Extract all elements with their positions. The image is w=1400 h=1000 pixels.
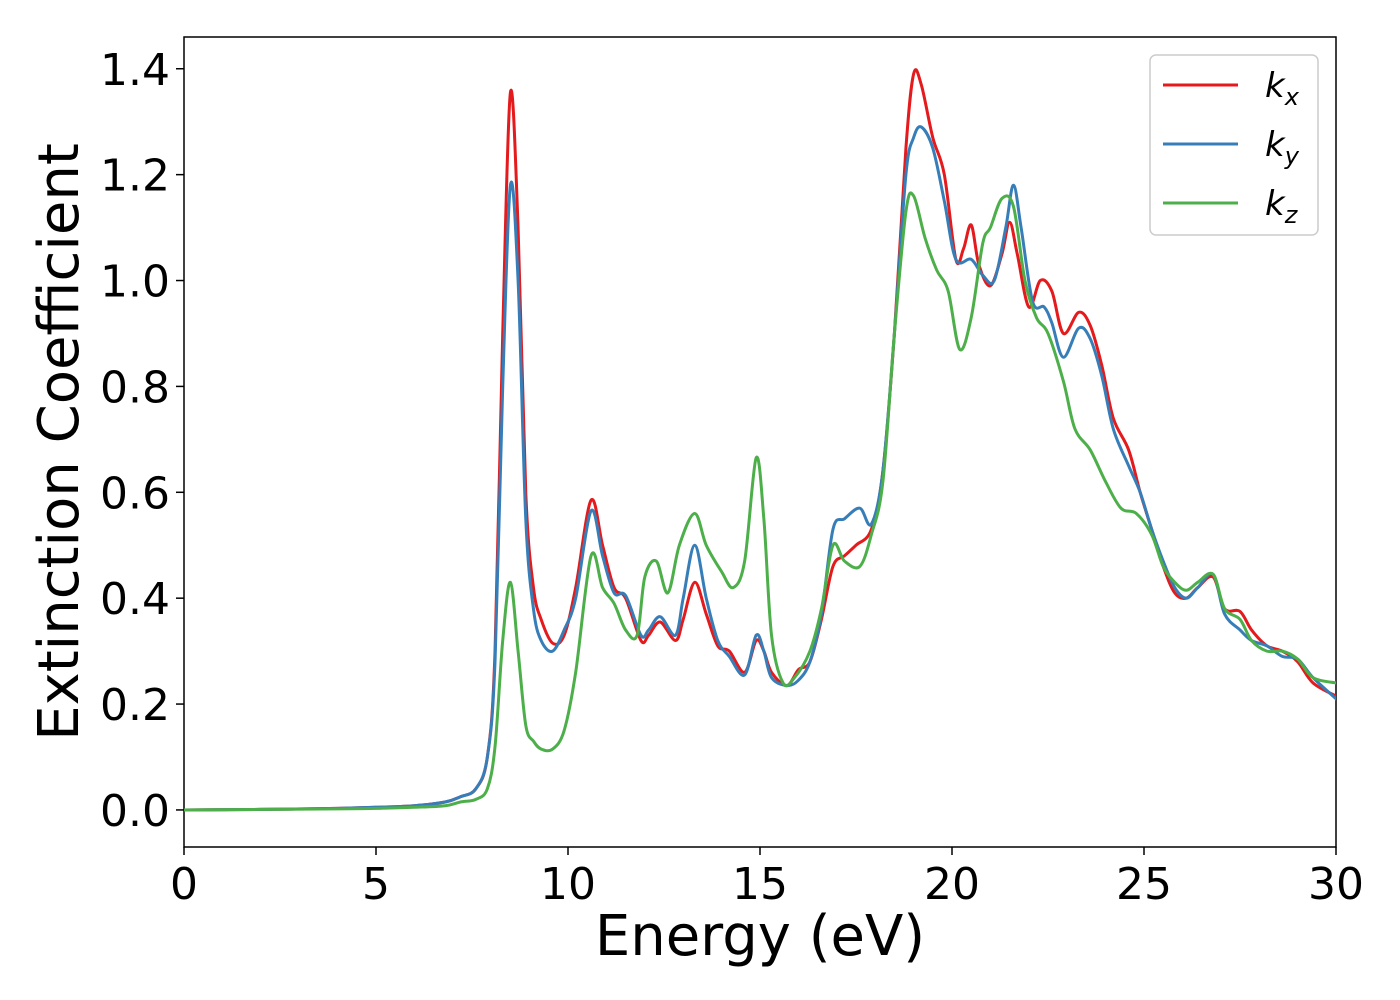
y-tick-label: 1.2: [100, 151, 170, 202]
x-tick-label: 25: [1116, 859, 1172, 910]
x-tick-label: 20: [924, 859, 980, 910]
legend-label-kx: kx: [1265, 66, 1300, 111]
legend-label-subscript: z: [1284, 201, 1299, 229]
y-axis-label: Extinction Coefficient: [27, 143, 92, 741]
legend-label-subscript: x: [1284, 83, 1300, 111]
x-tick-label: 10: [540, 859, 596, 910]
y-tick-label: 1.0: [100, 257, 170, 308]
legend-label-kz: kz: [1265, 184, 1299, 229]
legend-label-subscript: y: [1284, 142, 1300, 170]
x-tick-label: 30: [1308, 859, 1364, 910]
y-tick-label: 1.4: [100, 45, 170, 96]
series-line-kz: [184, 191, 1336, 812]
y-tick-label: 0.8: [100, 362, 170, 413]
y-tick-label: 0.2: [100, 680, 170, 731]
x-axis-label: Energy (eV): [595, 904, 925, 969]
y-ticks: 0.0 0.2 0.4 0.6 0.8 1.0 1.2 1.4: [100, 45, 184, 837]
legend-label-base: k: [1265, 184, 1286, 224]
y-tick-label: 0.0: [100, 786, 170, 837]
x-tick-label: 15: [732, 859, 788, 910]
x-tick-label: 5: [362, 859, 390, 910]
legend-label-ky: ky: [1265, 125, 1300, 170]
y-tick-label: 0.6: [100, 468, 170, 519]
x-tick-label: 0: [170, 859, 198, 910]
series-layer: [184, 68, 1336, 812]
series-line-kx: [184, 68, 1336, 812]
plot-area: 0 5 10 15 20 25 30 0.0 0.2 0.4 0.6 0.8 1.0 1.2 1.4: [100, 36, 1364, 910]
x-ticks: 0 5 10 15 20 25 30: [170, 847, 1364, 910]
legend-label-base: k: [1265, 66, 1286, 106]
y-tick-label: 0.4: [100, 574, 170, 625]
legend-label-base: k: [1265, 125, 1286, 165]
